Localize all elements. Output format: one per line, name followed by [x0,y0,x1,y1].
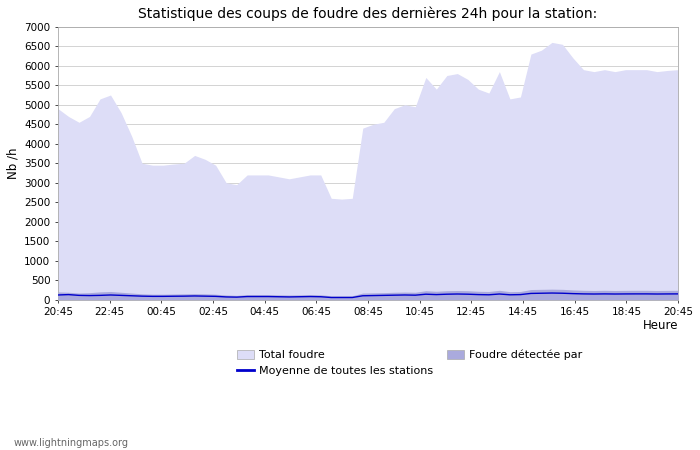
Text: www.lightningmaps.org: www.lightningmaps.org [14,438,129,448]
Y-axis label: Nb /h: Nb /h [7,148,20,179]
Text: Heure: Heure [643,319,678,332]
Legend: Total foudre, Moyenne de toutes les stations, Foudre détectée par, : Total foudre, Moyenne de toutes les stat… [237,350,582,376]
Title: Statistique des coups de foudre des dernières 24h pour la station:: Statistique des coups de foudre des dern… [139,7,598,22]
